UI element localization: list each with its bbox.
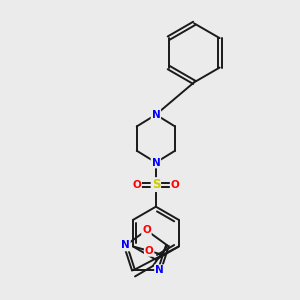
Text: O: O	[171, 180, 179, 190]
Text: O: O	[132, 180, 141, 190]
Text: N: N	[121, 241, 130, 250]
Text: N: N	[152, 110, 160, 120]
Text: N: N	[155, 265, 164, 275]
Text: S: S	[152, 178, 160, 191]
Text: N: N	[152, 158, 160, 167]
Text: O: O	[145, 246, 154, 256]
Text: O: O	[142, 225, 151, 235]
